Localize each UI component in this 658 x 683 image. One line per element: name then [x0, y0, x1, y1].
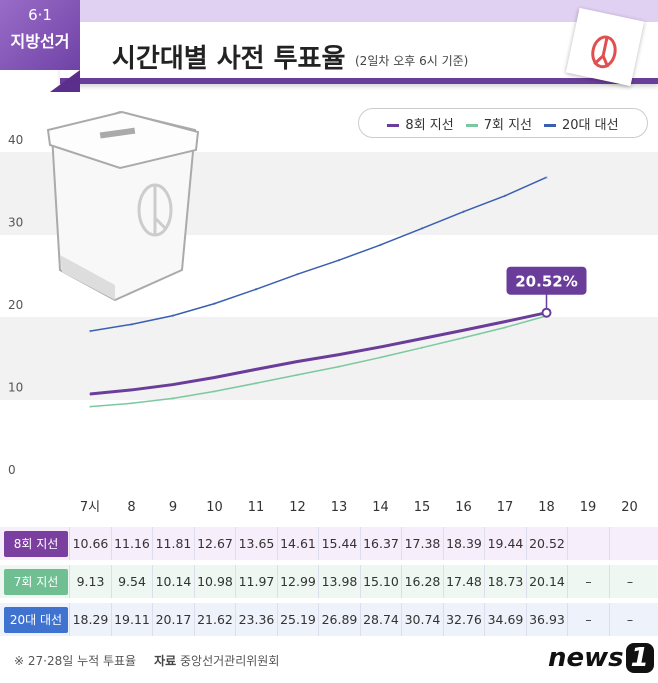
table-cell: 36.93 [525, 603, 568, 636]
legend-item: 7회 지선 [465, 114, 532, 133]
source-label: 자료 [154, 654, 177, 668]
x-tick-label: 13 [330, 500, 348, 515]
legend-item: 8회 지선 [387, 114, 454, 133]
table-cell: – [567, 565, 609, 598]
badge-text: 지방선거 [10, 32, 70, 51]
table-cell: 13.98 [318, 565, 360, 598]
table-cell: 25.19 [276, 603, 319, 636]
table-cell: – [567, 603, 609, 636]
vote-stamp-icon [591, 35, 617, 69]
legend-item: 20대 대선 [544, 114, 619, 133]
y-tick-label: 30 [8, 216, 23, 230]
x-tick-label: 11 [247, 500, 265, 515]
table-cell: 10.66 [69, 527, 111, 560]
table-cell: – [608, 565, 651, 598]
data-point [541, 307, 552, 318]
x-tick-label: 20 [621, 500, 638, 515]
series-line [89, 315, 547, 408]
table-row: 8회 지선 10.66 11.16 11.81 12.67 13.65 14.61 15.44… [0, 527, 658, 560]
x-tick-label: 19 [579, 500, 597, 515]
table-cell: 32.76 [442, 603, 485, 636]
table-cell: 16.28 [401, 565, 443, 598]
row-label: 7회 지선 [4, 569, 68, 595]
table-cell: 11.97 [235, 565, 277, 598]
table-cell: 18.29 [69, 603, 111, 636]
row-label: 20대 대선 [4, 607, 68, 633]
table-row: 20대 대선 18.29 19.11 20.17 21.62 23.36 25.19 26.8… [0, 603, 658, 636]
x-tick-label: 15 [413, 500, 431, 515]
table-cell: 28.74 [359, 603, 402, 636]
badge-number: 6·1 [28, 6, 52, 24]
y-tick-label: 20 [8, 298, 23, 312]
table-cell: 18.73 [484, 565, 526, 598]
table-cell: 20.52 [525, 527, 568, 560]
table-cell: 10.14 [152, 565, 194, 598]
x-tick-label: 10 [206, 500, 223, 515]
x-tick-label: 14 [372, 500, 389, 515]
annotation-box [506, 266, 587, 295]
top-band [0, 0, 658, 22]
source: 중앙선거관리위원회 [180, 654, 280, 668]
news1-logo: news 1 [548, 643, 654, 673]
table-cell: 13.65 [235, 527, 277, 560]
row-label: 8회 지선 [4, 531, 68, 557]
series-line [89, 311, 547, 396]
table-cell: 20.17 [152, 603, 194, 636]
title-bar [60, 22, 658, 84]
table-cell: 17.38 [401, 527, 443, 560]
table-cell: 16.37 [359, 527, 402, 560]
footer: ※ 27·28일 누적 투표율 자료 중앙선거관리위원회 [14, 652, 279, 669]
table-cell: 19.44 [484, 527, 526, 560]
annotation-label: 20.52% [515, 273, 577, 291]
x-tick-label: 17 [496, 500, 514, 515]
table-cell: 15.10 [359, 565, 402, 598]
table-cell: 19.11 [110, 603, 153, 636]
table-cell: 30.74 [401, 603, 443, 636]
legend: 8회 지선 7회 지선 20대 대선 [358, 108, 648, 138]
table-cell: 15.44 [318, 527, 360, 560]
election-badge: 6·1 지방선거 [0, 0, 80, 70]
table-cell: 17.48 [442, 565, 485, 598]
grid-band [0, 317, 658, 400]
x-tick-label: 8 [127, 500, 136, 515]
x-tick-label: 7시 [79, 500, 101, 515]
table-cell: 26.89 [318, 603, 360, 636]
ballot-box-icon [46, 110, 200, 302]
y-tick-label: 0 [8, 463, 16, 477]
footnote: ※ 27·28일 누적 투표율 [14, 654, 137, 668]
page-title: 시간대별 사전 투표율 [112, 44, 346, 74]
table-cell: 14.61 [276, 527, 319, 560]
table-cell: 18.39 [442, 527, 485, 560]
x-tick-label: 9 [168, 500, 178, 515]
table-cell: – [608, 603, 651, 636]
table-cell: 11.16 [110, 527, 153, 560]
y-tick-label: 40 [8, 133, 23, 147]
table-cell: 34.69 [484, 603, 526, 636]
x-tick-label: 18 [538, 500, 555, 515]
table-cell [608, 527, 651, 560]
x-tick-label: 16 [455, 500, 472, 515]
table-cell: 21.62 [193, 603, 236, 636]
table-cell: 12.67 [193, 527, 236, 560]
table-cell: 23.36 [235, 603, 277, 636]
table-cell: 11.81 [152, 527, 194, 560]
x-tick-label: 12 [289, 500, 306, 515]
table-cell: 12.99 [276, 565, 319, 598]
table-cell: 20.14 [525, 565, 568, 598]
table-cell: 9.13 [69, 565, 111, 598]
y-tick-label: 10 [8, 381, 23, 395]
line-chart: 0 10 20 30 40 20.52% [0, 110, 658, 477]
ballot-paper [565, 7, 645, 87]
page-subtitle: (2일차 오후 6시 기준) [355, 54, 469, 68]
table-cell: 9.54 [110, 565, 153, 598]
table-header: 7시 8 9 10 11 12 13 14 15 16 17 18 19 20 [0, 490, 658, 525]
table-row: 7회 지선 9.13 9.54 10.14 10.98 11.97 12.99 13.98 15… [0, 565, 658, 598]
table-cell [567, 527, 609, 560]
series-line [89, 176, 547, 332]
table-cell: 10.98 [193, 565, 236, 598]
